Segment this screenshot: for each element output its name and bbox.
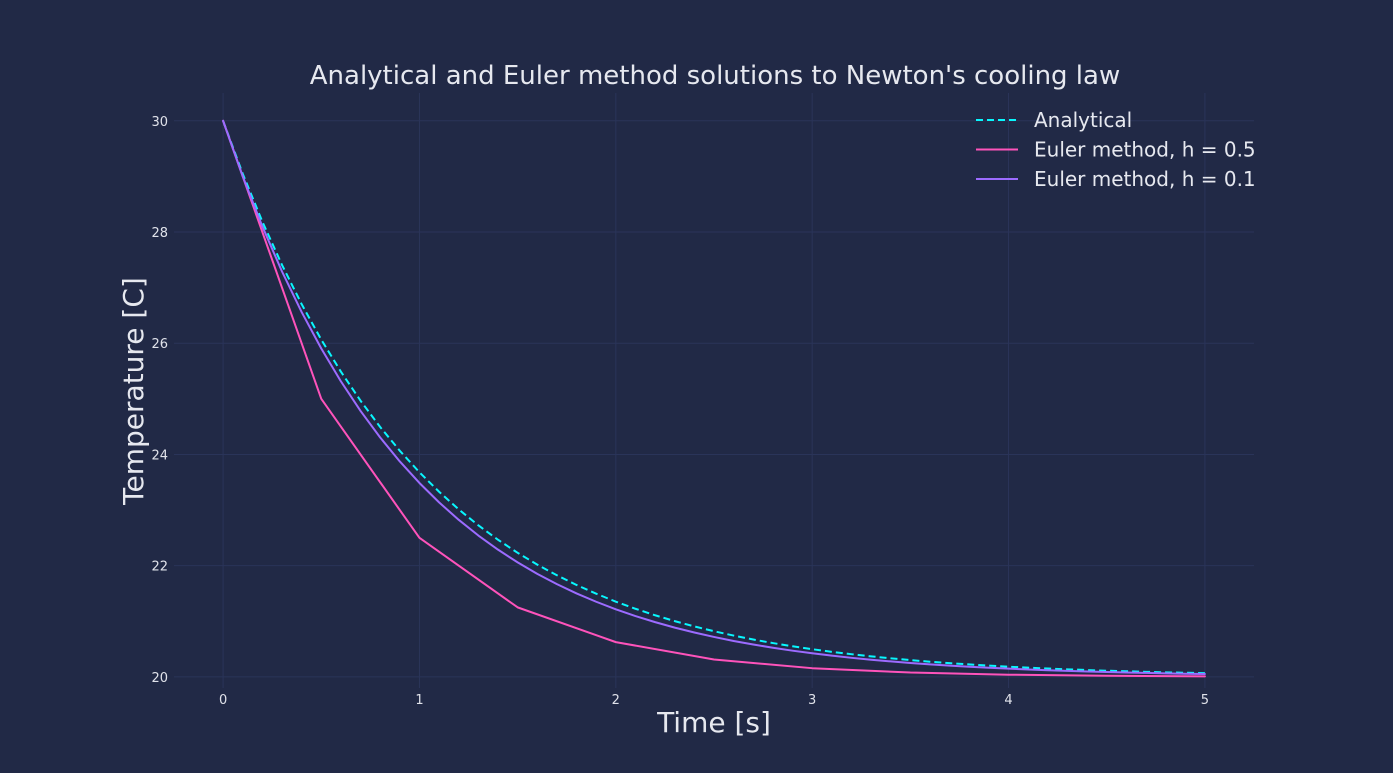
series-line-0 [222, 120, 1205, 675]
y-tick-label: 20 [151, 671, 168, 686]
series-line-1 [222, 119, 1206, 678]
y-tick-label: 28 [151, 226, 168, 241]
legend-label-2: Euler method, h = 0.1 [1034, 167, 1256, 191]
x-tick-label: 2 [612, 693, 620, 708]
x-axis-ticks: 0 1 2 3 4 5 [219, 693, 1209, 708]
y-tick-label: 26 [151, 337, 168, 352]
x-tick-label: 5 [1201, 693, 1209, 708]
y-tick-label: 24 [151, 448, 168, 463]
legend-label-0: Analytical [1034, 108, 1132, 132]
legend: Analytical Euler method, h = 0.5 Euler met… [976, 108, 1256, 191]
x-axis-label: Time [s] [656, 706, 771, 739]
series-line-2 [222, 119, 1206, 675]
y-tick-label: 22 [151, 560, 168, 575]
chart-title: Analytical and Euler method solutions to… [310, 61, 1120, 91]
grid [174, 93, 1254, 688]
y-axis-ticks: 20 22 24 26 28 30 [151, 115, 168, 686]
legend-label-1: Euler method, h = 0.5 [1034, 138, 1256, 162]
x-tick-label: 4 [1004, 693, 1012, 708]
series-lines [222, 119, 1206, 678]
y-axis-label: Temperature [C] [117, 277, 150, 506]
x-tick-label: 0 [219, 693, 227, 708]
y-tick-label: 30 [151, 115, 168, 130]
x-tick-label: 3 [808, 693, 816, 708]
x-tick-label: 1 [415, 693, 423, 708]
